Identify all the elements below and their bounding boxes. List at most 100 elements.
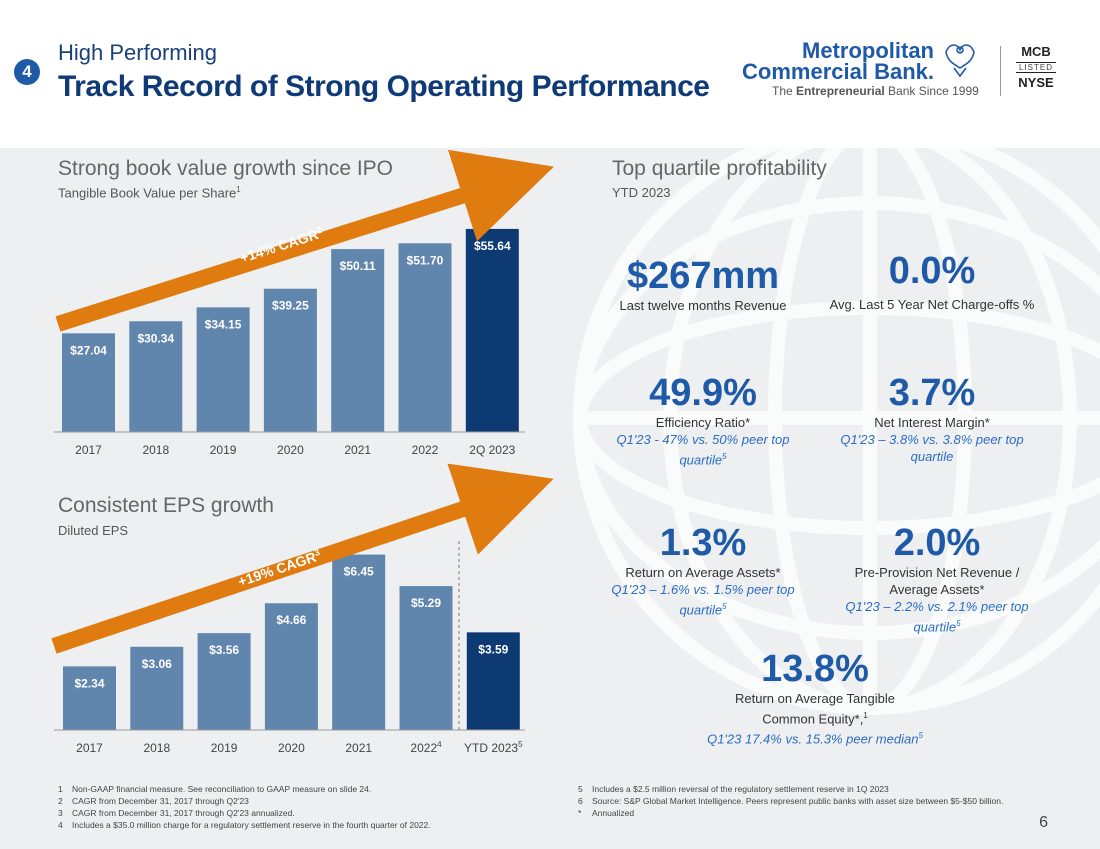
tagline-suffix: Bank Since 1999 [884, 84, 979, 98]
footnote-item: 1 Non-GAAP financial measure. See reconci… [58, 783, 431, 795]
bar-2q-2023 [465, 228, 519, 432]
bar-2017 [62, 333, 115, 432]
exchange-listing: MCB LISTED NYSE [1016, 44, 1056, 90]
metric-footnote: 5 [918, 731, 923, 741]
footnote-text: Annualized [592, 808, 635, 818]
metric-label: Net Interest Margin* [874, 415, 990, 430]
metric-value: 0.0% [888, 250, 976, 292]
bar-value-label: $39.25 [272, 299, 309, 313]
book-value-arrow-shaft [55, 149, 554, 332]
footnote-text: CAGR from December 31, 2017 through Q2'2… [72, 796, 249, 806]
profitability-heading: Top quartile profitability [612, 157, 827, 180]
metric-value: 1.3% [659, 522, 747, 564]
eps-subheading: Diluted EPS [58, 523, 129, 538]
x-tick-label: 2020 [278, 741, 305, 755]
footnote-text: Includes a $2.5 million reversal of the … [592, 784, 889, 794]
metric-peer-compare-2: quartile5 [822, 615, 1052, 635]
metric-peer-compare-2: quartile [910, 449, 954, 464]
bar-2017 [63, 666, 116, 730]
metric-efficiency-ratio: 49.9% Efficiency Ratio* Q1'23 - 47% vs. … [598, 372, 808, 468]
footnote-item: 6 Source: S&P Global Market Intelligence.… [578, 795, 1003, 807]
metric-return-on-tce: 13.8% Return on Average Tangible Common … [700, 648, 930, 748]
book-value-subheading: Tangible Book Value per Share1 [58, 185, 241, 200]
book-value-subheading-note: 1 [236, 185, 241, 194]
footnote-number: 6 [578, 796, 583, 806]
metric-peer-compare-text: Q1'23 17.4% vs. 15.3% peer median [707, 731, 919, 747]
metric-value: 3.7% [888, 372, 976, 414]
metric-net-charge-offs: 0.0% Avg. Last 5 Year Net Charge-offs % [822, 250, 1042, 313]
globe-watermark [573, 148, 1100, 715]
bar-value-label: $3.56 [209, 643, 239, 657]
x-tick-label: 2022 [412, 443, 439, 457]
metric-footnote: 5 [722, 452, 727, 461]
metric-value: 2.0% [893, 522, 981, 564]
bar-2019 [197, 633, 251, 730]
footnote-number: * [578, 808, 582, 818]
metric-label: Return on Average Assets* [625, 565, 781, 580]
footnote-text: Source: S&P Global Market Intelligence. … [592, 796, 1004, 806]
bar-2022 [399, 586, 453, 730]
x-tick-label: 20224 [410, 740, 442, 755]
metric-net-interest-margin: 3.7% Net Interest Margin* Q1'23 – 3.8% v… [822, 372, 1042, 465]
bar-value-label: $4.66 [276, 613, 306, 627]
metric-footnote: 5 [722, 602, 727, 611]
footnote-item: * Annualized [578, 807, 1003, 819]
eagle-icon [945, 44, 975, 78]
metric-peer-compare: Q1'23 – 2.2% vs. 2.1% peer top [845, 599, 1029, 614]
x-tick-label: 2Q 2023 [469, 443, 515, 457]
page-title: Track Record of Strong Operating Perform… [58, 70, 710, 103]
bar-2022 [398, 243, 452, 432]
tagline-prefix: The [772, 84, 797, 98]
eps-heading: Consistent EPS growth [58, 494, 274, 517]
bar-2020 [264, 603, 318, 730]
bar-value-label: $27.04 [70, 343, 107, 357]
x-tick-label: 2018 [143, 741, 170, 755]
footnote-number: 1 [58, 784, 63, 794]
book-value-heading: Strong book value growth since IPO [58, 157, 394, 180]
bar-value-label: $6.45 [344, 565, 374, 579]
metric-label: Efficiency Ratio* [655, 415, 751, 430]
metric-value: $267mm [626, 255, 780, 297]
metric-label: Pre-Provision Net Revenue / [854, 565, 1020, 580]
page-number: 6 [1039, 814, 1048, 831]
bar-value-label: $3.06 [142, 657, 172, 671]
bar-value-label: $30.34 [137, 331, 174, 345]
x-tick-label: 2021 [345, 741, 372, 755]
bar-value-label: $5.29 [411, 596, 441, 610]
x-tick-label: 2018 [142, 443, 169, 457]
bar-value-label: $50.11 [340, 259, 376, 273]
x-tick-label: YTD 20235 [464, 740, 523, 755]
eps-arrow-shaft [51, 463, 554, 654]
logo-divider [1000, 46, 1001, 96]
metric-value: 13.8% [761, 648, 869, 690]
metric-label-footnote: 1 [863, 711, 868, 720]
footnote-number: 4 [58, 820, 63, 830]
tagline-bold: Entrepreneurial [796, 84, 885, 98]
footnote-item: 3 CAGR from December 31, 2017 through Q2'… [58, 807, 431, 819]
metric-peer-compare: Q1'23 – 3.8% vs. 3.8% peer top [840, 432, 1024, 447]
x-tick-label: 2017 [76, 741, 103, 755]
footnote-number: 2 [58, 796, 63, 806]
metric-peer-compare-2: quartile5 [598, 448, 808, 468]
footnote-number: 3 [58, 808, 63, 818]
section-number-badge: 4 [14, 59, 40, 85]
metric-peer-compare-2-text: quartile [679, 452, 723, 468]
x-tick-label: 2021 [344, 443, 371, 457]
bar-2021 [332, 554, 386, 730]
bar-2019 [196, 307, 250, 432]
bar-value-label: $3.59 [478, 642, 508, 656]
metric-peer-compare-2-text: quartile [913, 619, 957, 635]
listed-label: LISTED [1016, 62, 1056, 73]
profitability-subheading: YTD 2023 [612, 185, 671, 200]
logo-line-2: Commercial Bank. [742, 59, 934, 84]
bar-2018 [129, 321, 183, 432]
footnote-text: CAGR from December 31, 2017 through Q2'2… [72, 808, 295, 818]
metric-label-2-text: Common Equity*, [762, 711, 864, 727]
metric-label-2: Average Assets* [889, 582, 985, 597]
metric-peer-compare-2-text: quartile [679, 602, 723, 618]
x-tick-label: 2017 [75, 443, 102, 457]
metric-label-2: Common Equity*,1 [700, 707, 930, 727]
bar-value-label: $2.34 [74, 676, 104, 690]
footnote-number: 5 [578, 784, 583, 794]
